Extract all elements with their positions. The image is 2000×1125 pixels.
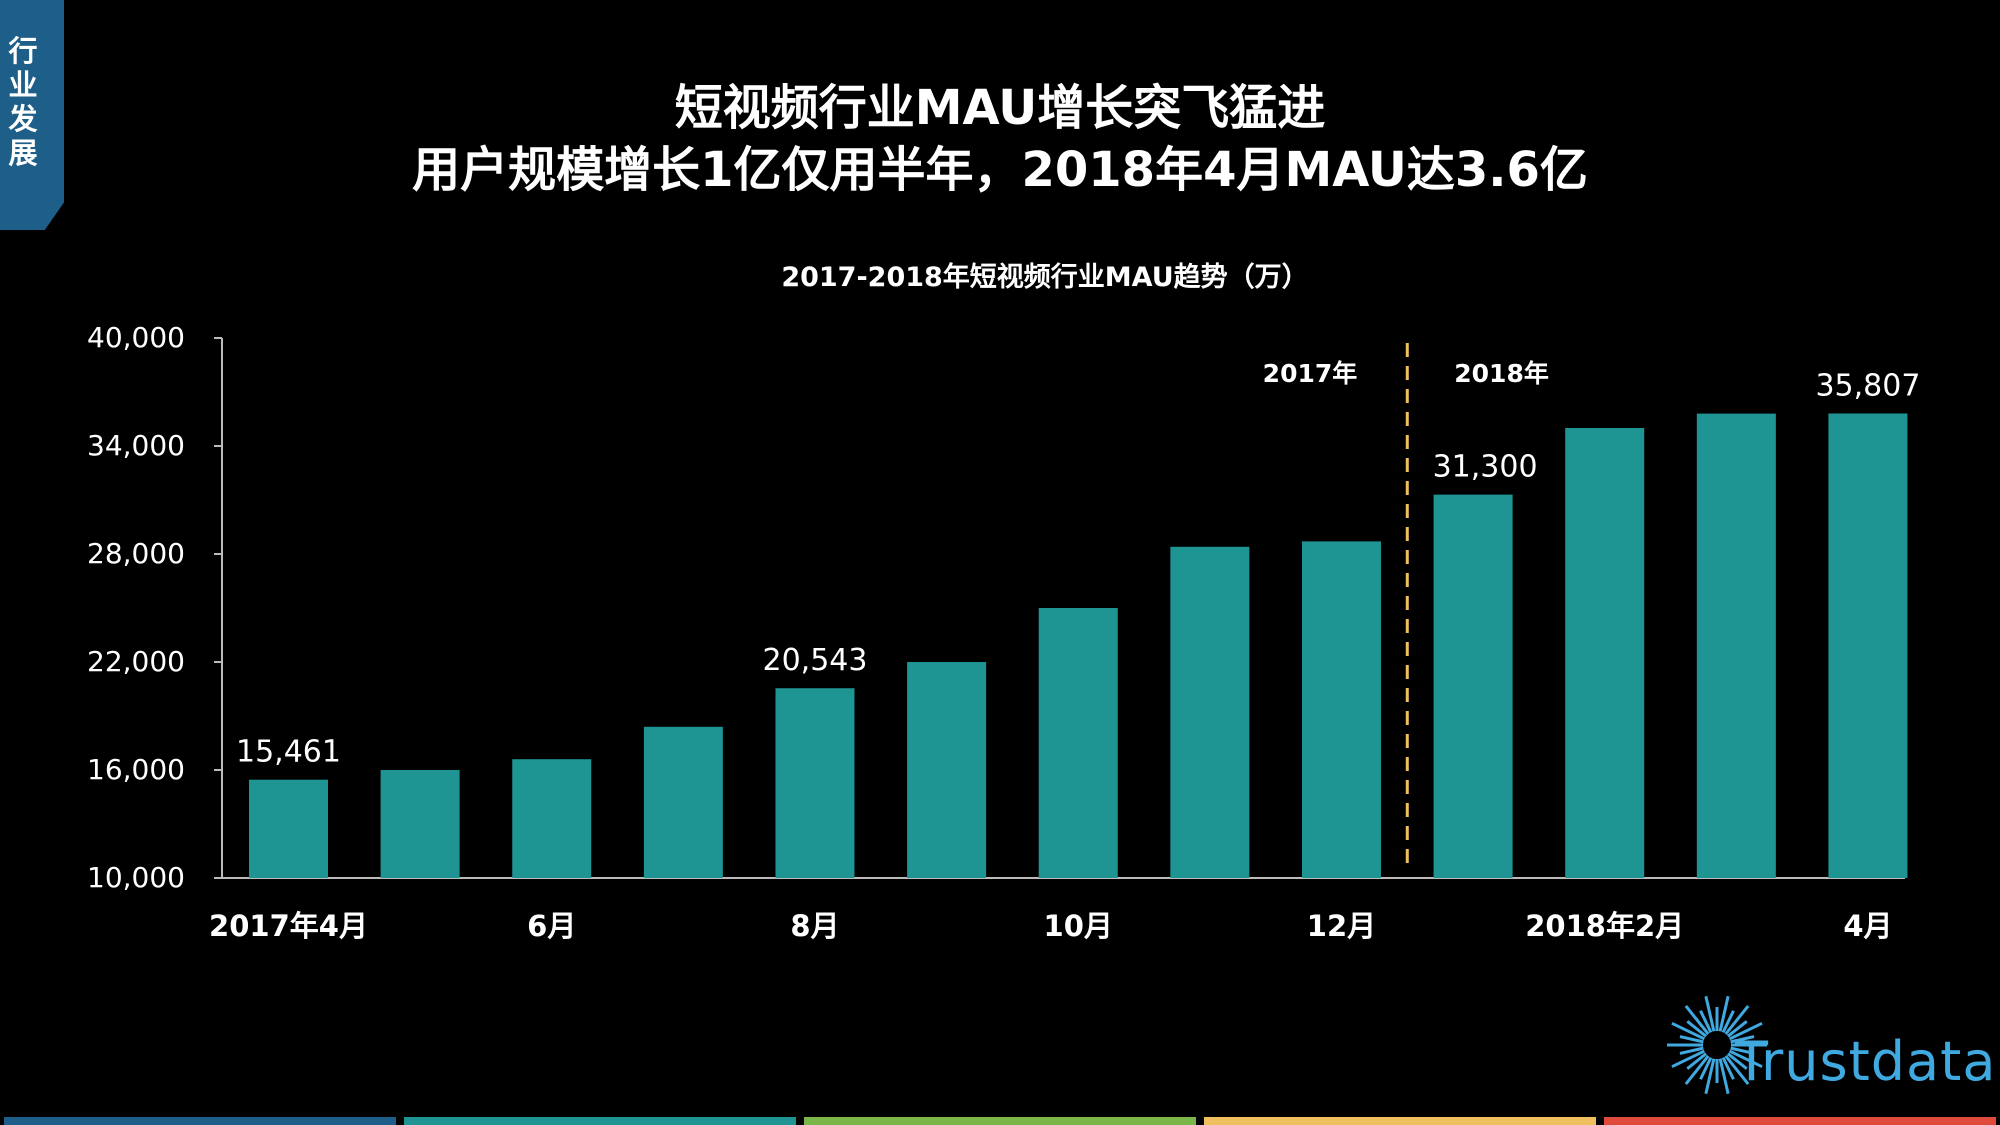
logo-ray	[1671, 1049, 1706, 1069]
bar	[1696, 413, 1776, 878]
logo-ray	[1724, 1004, 1750, 1035]
x-tick-label: 8月	[790, 909, 839, 943]
trustdata-logo-icon	[1667, 995, 1767, 1095]
y-tick-label: 16,000	[87, 753, 185, 786]
logo-ray	[1718, 1058, 1730, 1095]
data-label: 35,807	[1815, 368, 1920, 403]
bottom-color-bar	[1204, 1117, 1596, 1125]
page-title-line2: 用户规模增长1亿仅用半年，2018年4月MAU达3.6亿	[412, 142, 1588, 198]
logo-ray	[1730, 1046, 1755, 1055]
y-tick-label: 40,000	[87, 321, 185, 354]
y-tick-label: 22,000	[87, 645, 185, 678]
x-tick-label: 10月	[1044, 909, 1113, 943]
logo-ray	[1704, 1058, 1716, 1095]
logo-ray	[1686, 1020, 1707, 1038]
bar	[643, 726, 723, 878]
bottom-color-bar	[4, 1117, 396, 1125]
bar	[1433, 494, 1513, 878]
bottom-color-bar	[1604, 1117, 1996, 1125]
data-label: 15,461	[236, 735, 341, 770]
logo-ray	[1724, 1055, 1750, 1086]
logo-ray	[1684, 1055, 1710, 1086]
logo-ray	[1699, 1010, 1713, 1034]
logo-ray	[1727, 1020, 1748, 1038]
logo-ray	[1679, 1046, 1704, 1055]
bar	[380, 770, 460, 878]
logo-ray	[1686, 1052, 1707, 1070]
bar	[1301, 541, 1381, 878]
logo-ray	[1684, 1004, 1710, 1035]
bottom-color-bar	[804, 1117, 1196, 1125]
bar	[1828, 413, 1908, 878]
x-tick-label: 4月	[1843, 909, 1892, 943]
x-tick-label: 12月	[1307, 909, 1376, 943]
divider-label-2017: 2017年	[1263, 359, 1358, 388]
chart-title: 2017-2018年短视频行业MAU趋势（万）	[781, 261, 1308, 293]
section-tab: 行 业 发 展	[0, 0, 64, 230]
bar	[1038, 608, 1118, 878]
divider-label-2018: 2018年	[1454, 359, 1549, 388]
bar	[249, 779, 328, 878]
x-tick-label: 2017年4月	[209, 909, 368, 943]
y-tick-label: 10,000	[87, 861, 185, 894]
x-tick-label: 2018年2月	[1525, 909, 1684, 943]
logo-ray	[1718, 995, 1730, 1032]
brand-name: Trustdata	[1735, 1030, 1997, 1093]
bar	[907, 662, 987, 878]
y-tick-label: 28,000	[87, 537, 185, 570]
page-title-line1: 短视频行业MAU增长突飞猛进	[674, 80, 1326, 136]
bar	[1565, 428, 1645, 878]
bar	[512, 759, 592, 878]
bar	[1170, 546, 1250, 878]
logo-ray	[1671, 1021, 1706, 1041]
logo-ray	[1728, 1021, 1763, 1041]
data-label: 20,543	[762, 643, 867, 678]
bar	[775, 688, 855, 878]
logo-ray	[1728, 1049, 1763, 1069]
logo-ray	[1730, 1035, 1755, 1044]
logo-ray	[1721, 1056, 1735, 1080]
logo-ray	[1704, 995, 1716, 1032]
y-tick-label: 34,000	[87, 429, 185, 462]
bottom-color-bar	[404, 1117, 796, 1125]
logo-ray	[1721, 1010, 1735, 1034]
logo-ray	[1699, 1056, 1713, 1080]
logo-ray	[1679, 1035, 1704, 1044]
data-label: 31,300	[1433, 450, 1538, 485]
section-tab-label: 行 业 发 展	[8, 34, 38, 170]
x-tick-label: 6月	[527, 909, 576, 943]
logo-ray	[1727, 1052, 1748, 1070]
